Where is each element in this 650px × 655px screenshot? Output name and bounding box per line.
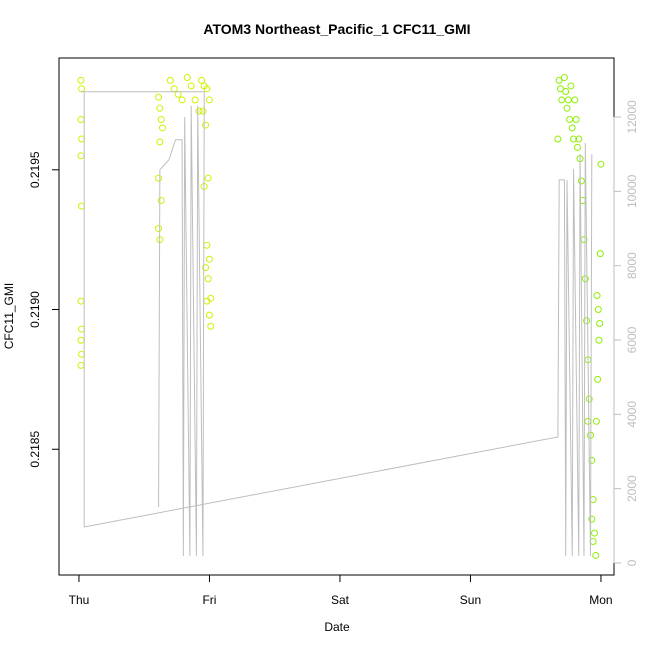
y2-tick-label: 8000	[625, 252, 639, 279]
point	[156, 104, 164, 112]
point	[588, 515, 596, 523]
point	[158, 124, 166, 132]
point	[596, 250, 604, 258]
point	[204, 275, 212, 283]
plot-frame	[58, 57, 615, 576]
x-tick-label: Sat	[331, 593, 350, 607]
x-tick-label: Sun	[460, 593, 481, 607]
point	[568, 124, 576, 132]
point	[198, 76, 206, 84]
point	[205, 255, 213, 263]
point	[183, 74, 191, 82]
point	[156, 138, 164, 146]
point	[195, 107, 203, 115]
point	[205, 96, 213, 104]
point	[594, 375, 602, 383]
point	[203, 241, 211, 249]
point	[562, 88, 570, 96]
point	[178, 96, 186, 104]
y2-tick-label: 12000	[625, 100, 639, 134]
point	[77, 361, 85, 369]
point	[202, 121, 210, 129]
point	[204, 174, 212, 182]
point	[157, 115, 165, 123]
point	[573, 143, 581, 151]
x-tick-label: Fri	[202, 593, 216, 607]
point	[597, 160, 605, 168]
y2-tick-label: 10000	[625, 174, 639, 208]
point	[566, 115, 574, 123]
y2-tick-label: 2000	[625, 475, 639, 502]
point	[570, 135, 578, 143]
point	[564, 96, 572, 104]
point	[594, 306, 602, 314]
point	[155, 224, 163, 232]
point	[577, 177, 585, 185]
point	[585, 395, 593, 403]
y-axis-label: CFC11_GMI	[2, 283, 16, 349]
y-tick-label: 0.2185	[28, 431, 42, 468]
point	[187, 82, 195, 90]
chart-title: ATOM3 Northeast_Pacific_1 CFC11_GMI	[203, 21, 470, 37]
point	[596, 319, 604, 327]
point	[575, 135, 583, 143]
point	[556, 85, 564, 93]
y-tick-label: 0.2195	[28, 151, 42, 188]
point	[571, 96, 579, 104]
point	[560, 74, 568, 82]
point	[170, 85, 178, 93]
point	[590, 529, 598, 537]
point	[77, 152, 85, 160]
y2-tick-label: 0	[625, 559, 639, 566]
point	[563, 104, 571, 112]
point	[584, 417, 592, 425]
point	[207, 322, 215, 330]
point	[155, 174, 163, 182]
point	[592, 417, 600, 425]
x-tick-label: Mon	[589, 593, 612, 607]
altitude-line	[80, 91, 593, 557]
point	[205, 311, 213, 319]
point	[77, 297, 85, 305]
x-tick-label: Thu	[69, 593, 90, 607]
point	[78, 325, 86, 333]
point	[157, 197, 165, 205]
point	[558, 96, 566, 104]
point	[199, 107, 207, 115]
point	[592, 551, 600, 559]
point	[77, 115, 85, 123]
point	[593, 292, 601, 300]
point	[78, 85, 86, 93]
point	[77, 336, 85, 344]
point	[202, 264, 210, 272]
point	[554, 135, 562, 143]
x-axis-label: Date	[324, 620, 350, 634]
point	[77, 76, 85, 84]
y2-tick-label: 6000	[625, 326, 639, 353]
y2-tick-label: 4000	[625, 401, 639, 428]
y-tick-label: 0.2190	[28, 291, 42, 328]
point	[155, 93, 163, 101]
point	[567, 82, 575, 90]
point	[166, 76, 174, 84]
point	[595, 336, 603, 344]
point	[583, 317, 591, 325]
point	[203, 85, 211, 93]
point	[572, 115, 580, 123]
point	[78, 135, 86, 143]
point	[555, 76, 563, 84]
point	[191, 96, 199, 104]
point	[78, 350, 86, 358]
point	[78, 202, 86, 210]
